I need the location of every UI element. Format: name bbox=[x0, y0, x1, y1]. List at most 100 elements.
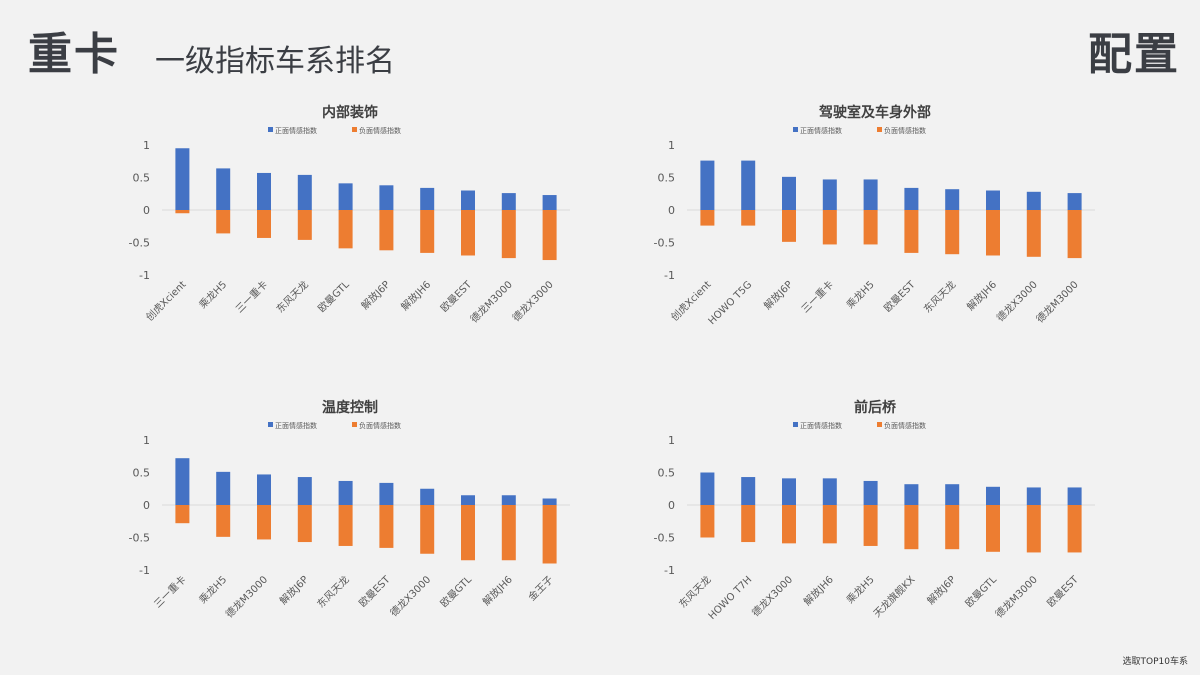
chart-legend: 正面情感指数 负面情感指数 bbox=[268, 421, 401, 430]
bar-negative bbox=[297, 505, 312, 543]
x-category-label: 德龙M3000 bbox=[992, 573, 1039, 620]
y-tick-label: -1 bbox=[139, 269, 150, 282]
bar-negative bbox=[700, 505, 715, 538]
x-category-label: 乘龙H5 bbox=[844, 278, 877, 311]
bar-positive bbox=[216, 471, 231, 505]
legend-label-positive: 正面情感指数 bbox=[275, 421, 317, 430]
bar-positive bbox=[782, 478, 796, 505]
bar-positive bbox=[1067, 487, 1082, 505]
x-category-label: 德龙X3000 bbox=[749, 573, 795, 619]
bar-negative bbox=[216, 210, 231, 234]
bar-positive bbox=[945, 484, 960, 505]
y-tick-label: 0.5 bbox=[658, 172, 676, 185]
bar-positive bbox=[1067, 193, 1082, 210]
bar-positive bbox=[986, 486, 1000, 505]
bar-positive bbox=[379, 482, 394, 505]
x-category-label: 德龙M3000 bbox=[223, 573, 270, 620]
legend-swatch-negative bbox=[877, 127, 882, 132]
y-tick-label: -1 bbox=[139, 564, 150, 577]
bar-negative bbox=[461, 210, 475, 256]
bar-negative bbox=[782, 505, 796, 544]
bar-positive bbox=[863, 179, 878, 210]
bar-positive bbox=[945, 189, 960, 210]
legend-label-positive: 正面情感指数 bbox=[800, 126, 842, 135]
bar-negative bbox=[945, 210, 960, 255]
x-category-label: HOWO T5G bbox=[707, 279, 755, 327]
chart-legend: 正面情感指数 负面情感指数 bbox=[268, 126, 401, 135]
bar-positive bbox=[700, 472, 715, 505]
legend-swatch-negative bbox=[352, 422, 357, 427]
y-tick-label: 0.5 bbox=[658, 467, 676, 480]
bar-positive bbox=[822, 179, 837, 210]
bar-negative bbox=[1067, 210, 1082, 259]
x-category-label: 创虎Xcient bbox=[668, 278, 714, 324]
x-category-label: 欧曼GTL bbox=[316, 278, 352, 314]
bar-negative bbox=[945, 505, 960, 550]
bar-positive bbox=[542, 498, 557, 505]
bar-negative bbox=[175, 505, 190, 524]
bar-positive bbox=[741, 160, 756, 210]
bar-positive bbox=[297, 477, 312, 505]
x-category-label: 东风天龙 bbox=[676, 573, 713, 610]
x-category-label: 德龙X3000 bbox=[994, 278, 1040, 324]
bar-negative bbox=[379, 505, 394, 548]
legend-label-negative: 负面情感指数 bbox=[359, 421, 401, 430]
bar-positive bbox=[501, 193, 516, 210]
bar-negative bbox=[863, 505, 878, 546]
chart-panel-interior: 内部装饰 正面情感指数 负面情感指数 1 0.5 0 -0.5 -1 创虎Xcient 乘龙H5 三… bbox=[120, 100, 580, 350]
bar-negative bbox=[1026, 210, 1041, 257]
bar-negative bbox=[175, 210, 190, 214]
legend-swatch-positive bbox=[793, 127, 798, 132]
bar-positive bbox=[175, 148, 190, 210]
bar-negative bbox=[542, 210, 557, 261]
bar-negative bbox=[420, 505, 435, 554]
x-category-label: 解放JH6 bbox=[801, 573, 836, 608]
bar-negative bbox=[257, 210, 271, 238]
chart-legend: 正面情感指数 负面情感指数 bbox=[793, 126, 926, 135]
bar-negative bbox=[257, 505, 271, 540]
x-category-label: 创虎Xcient bbox=[143, 278, 189, 324]
x-category-label: 德龙M3000 bbox=[467, 278, 514, 325]
x-category-label: 东风天龙 bbox=[273, 278, 310, 315]
x-category-label: 欧曼GTL bbox=[963, 573, 999, 609]
bar-positive bbox=[904, 187, 919, 210]
y-tick-label: 0.5 bbox=[133, 172, 151, 185]
y-tick-label: -1 bbox=[664, 564, 675, 577]
bar-positive bbox=[216, 168, 231, 210]
bar-negative bbox=[420, 210, 435, 253]
legend-label-positive: 正面情感指数 bbox=[800, 421, 842, 430]
x-category-label: 天龙旗舰KX bbox=[871, 573, 918, 620]
chart-title: 内部装饰 bbox=[322, 104, 378, 121]
chart-legend: 正面情感指数 负面情感指数 bbox=[793, 421, 926, 430]
legend-label-negative: 负面情感指数 bbox=[884, 126, 926, 135]
legend-label-positive: 正面情感指数 bbox=[275, 126, 317, 135]
bar-positive bbox=[542, 195, 557, 210]
y-tick-label: 1 bbox=[668, 139, 675, 152]
bar-positive bbox=[863, 480, 878, 505]
bar-positive bbox=[257, 474, 271, 505]
x-category-label: 三一重卡 bbox=[798, 278, 835, 315]
legend-swatch-negative bbox=[877, 422, 882, 427]
bar-positive bbox=[782, 176, 796, 210]
x-category-label: 欧曼EST bbox=[882, 278, 919, 315]
bar-positive bbox=[1026, 487, 1041, 505]
chart-title: 驾驶室及车身外部 bbox=[818, 104, 931, 121]
bar-negative bbox=[501, 505, 516, 561]
bar-negative bbox=[338, 505, 353, 546]
x-category-label: 东风天龙 bbox=[921, 278, 958, 315]
x-category-label: 乘龙H5 bbox=[844, 573, 877, 606]
y-tick-label: -0.5 bbox=[654, 532, 675, 545]
x-category-label: 东风天龙 bbox=[314, 573, 351, 610]
legend-label-negative: 负面情感指数 bbox=[884, 421, 926, 430]
bar-positive bbox=[297, 174, 312, 210]
bar-negative bbox=[1067, 505, 1082, 553]
header-left-title: 重卡 bbox=[28, 29, 120, 80]
x-category-label: 解放JH6 bbox=[480, 573, 515, 608]
footer-note: 选取TOP10车系 bbox=[1122, 657, 1188, 667]
header-subtitle: 一级指标车系排名 bbox=[155, 44, 395, 79]
x-category-label: 解放J6P bbox=[277, 573, 311, 607]
bar-negative bbox=[461, 505, 475, 561]
